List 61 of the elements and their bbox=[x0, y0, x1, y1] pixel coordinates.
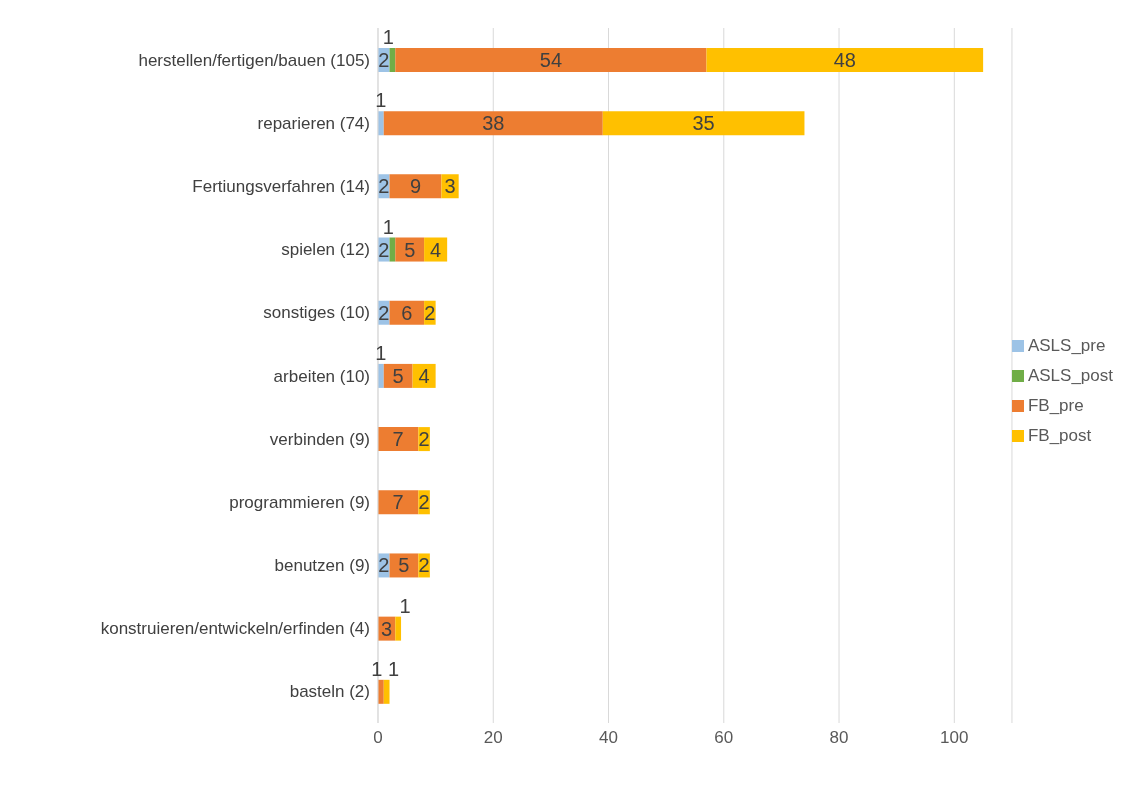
y-tick-label: arbeiten (10) bbox=[273, 366, 370, 386]
x-tick-label: 20 bbox=[483, 728, 503, 748]
y-tick-label: benutzen (9) bbox=[274, 556, 370, 576]
y-tick-label: konstruieren/entwickeln/erfinden (4) bbox=[100, 619, 370, 639]
legend-label: FB_pre bbox=[1027, 395, 1084, 415]
data-label: 54 bbox=[539, 49, 563, 71]
data-label: 1 bbox=[375, 341, 387, 364]
data-label: 35 bbox=[692, 112, 715, 135]
data-label: 4 bbox=[418, 364, 430, 387]
y-tick-label: Fertiungsverfahren (14) bbox=[192, 176, 370, 196]
data-label: 7 bbox=[392, 491, 404, 514]
data-label: 2 bbox=[424, 301, 436, 324]
bar bbox=[383, 679, 390, 704]
bar bbox=[395, 616, 402, 641]
y-tick-label: verbinden (9) bbox=[269, 429, 370, 449]
bar bbox=[706, 48, 984, 72]
bar bbox=[602, 111, 805, 136]
data-label: 9 bbox=[409, 175, 422, 198]
data-label: 5 bbox=[404, 238, 416, 261]
data-label: 2 bbox=[378, 301, 390, 324]
data-label: 6 bbox=[401, 301, 413, 324]
legend-label: FB_post bbox=[1027, 425, 1092, 445]
x-tick-label: 40 bbox=[599, 728, 618, 748]
legend-label: ASLS_post bbox=[1027, 365, 1113, 385]
y-tick-label: programmieren (9) bbox=[229, 492, 370, 512]
data-label: 5 bbox=[392, 364, 404, 387]
data-label: 2 bbox=[378, 554, 390, 577]
x-tick-label: 0 bbox=[373, 728, 383, 748]
data-label: 1 bbox=[388, 657, 400, 680]
bar bbox=[378, 427, 419, 452]
bar bbox=[389, 174, 442, 199]
y-tick-label: reparieren (74) bbox=[257, 113, 370, 133]
data-label: 2 bbox=[418, 428, 430, 451]
data-label: 4 bbox=[430, 238, 442, 261]
x-tick-label: 60 bbox=[714, 728, 734, 748]
bar bbox=[378, 490, 419, 515]
data-label: 3 bbox=[381, 617, 393, 640]
data-label: 1 bbox=[399, 594, 411, 617]
bar bbox=[395, 48, 707, 72]
data-label: 2 bbox=[378, 175, 390, 198]
data-label: 38 bbox=[482, 112, 505, 135]
x-tick-label: 100 bbox=[940, 728, 969, 748]
legend-label: ASLS_pre bbox=[1027, 335, 1106, 355]
data-label: 1 bbox=[382, 215, 394, 238]
data-label: 2 bbox=[418, 554, 430, 577]
y-tick-label: basteln (2) bbox=[289, 682, 370, 702]
bar bbox=[383, 111, 603, 136]
data-label: 2 bbox=[378, 238, 390, 261]
data-label: 2 bbox=[418, 491, 430, 514]
data-label: 1 bbox=[382, 26, 394, 48]
y-tick-label: sonstiges (10) bbox=[263, 303, 370, 323]
data-label: 1 bbox=[375, 89, 387, 112]
data-label: 2 bbox=[378, 49, 390, 71]
data-label: 1 bbox=[371, 657, 383, 680]
data-label: 5 bbox=[398, 554, 410, 577]
data-label: 3 bbox=[444, 175, 456, 198]
y-tick-label: herstellen/fertigen/bauen (105) bbox=[138, 50, 370, 70]
y-tick-label: spielen (12) bbox=[281, 240, 370, 260]
data-label: 7 bbox=[392, 428, 404, 451]
x-tick-label: 80 bbox=[829, 728, 849, 748]
data-label: 48 bbox=[833, 49, 856, 71]
